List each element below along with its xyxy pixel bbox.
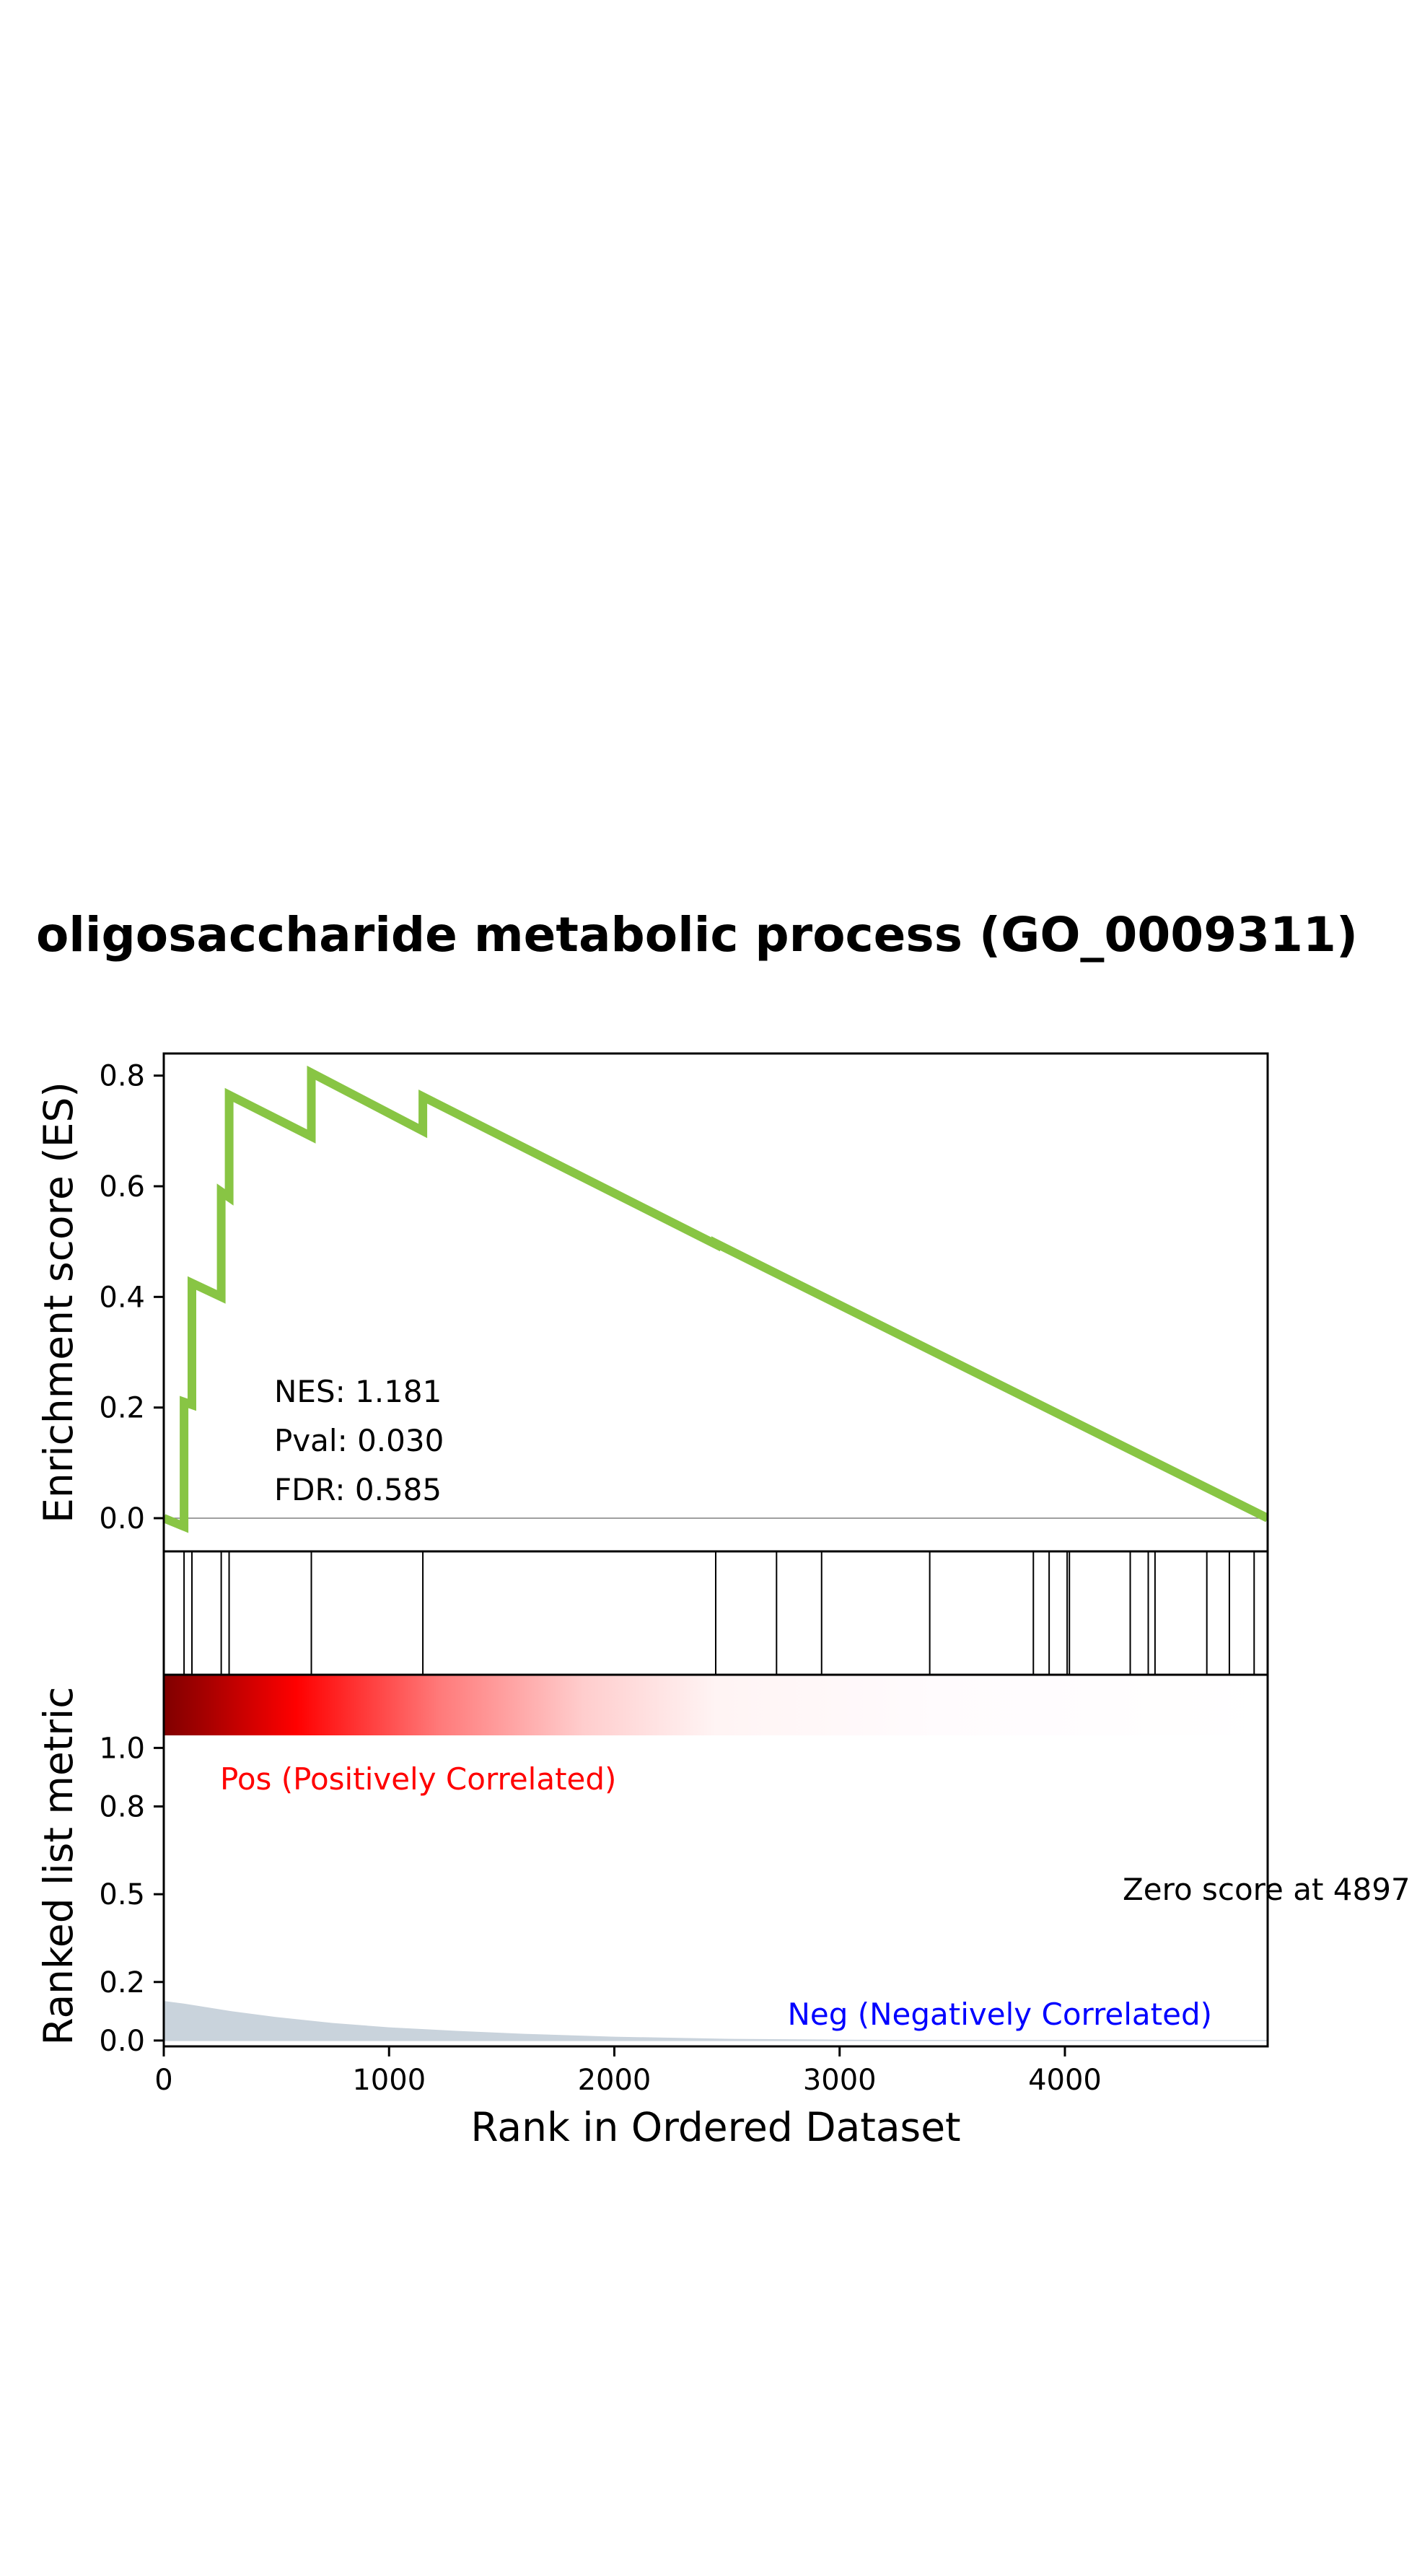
ranked-metric-panel: Pos (Positively Correlated) Neg (Negativ… bbox=[35, 1673, 1411, 2150]
rank-x-tick-label: 1000 bbox=[352, 2064, 426, 2097]
es-y-tick-label: 0.4 bbox=[99, 1281, 145, 1314]
rank-panel-frame bbox=[162, 1673, 1269, 2048]
negative-correlation-label: Neg (Negatively Correlated) bbox=[787, 1997, 1212, 2032]
rank-y-tick-label: 1.0 bbox=[99, 1732, 145, 1765]
ranked-metric-area bbox=[164, 2001, 1268, 2041]
zero-score-label: Zero score at 4897 bbox=[1123, 1872, 1411, 1907]
correlation-color-bar bbox=[164, 1675, 1268, 1735]
es-line bbox=[164, 1065, 1268, 1533]
chart-title: oligosaccharide metabolic process (GO_00… bbox=[36, 907, 1358, 963]
es-y-tick-label: 0.8 bbox=[99, 1060, 145, 1093]
rank-y-axis-label: Ranked list metric bbox=[35, 1686, 82, 2045]
rank-y-tick-label: 0.5 bbox=[99, 1878, 145, 1911]
es-y-tick-label: 0.6 bbox=[99, 1170, 145, 1204]
fdr-label: FDR: 0.585 bbox=[274, 1472, 442, 1507]
rank-y-tick-label: 0.8 bbox=[99, 1790, 145, 1823]
rank-y-tick-label: 0.0 bbox=[99, 2025, 145, 2058]
rank-x-axis-ticks: 0 1000 2000 3000 4000 bbox=[154, 2046, 1102, 2097]
gene-hits-panel bbox=[162, 1550, 1269, 1676]
hit-lines bbox=[183, 1551, 1255, 1675]
rank-y-axis-ticks: 0.0 0.2 0.5 0.8 1.0 bbox=[99, 1732, 164, 2058]
es-y-tick-label: 0.2 bbox=[99, 1392, 145, 1425]
rank-y-tick-label: 0.2 bbox=[99, 1966, 145, 1999]
rank-x-tick-label: 0 bbox=[154, 2064, 172, 2097]
es-y-tick-label: 0.0 bbox=[99, 1502, 145, 1535]
positive-correlation-label: Pos (Positively Correlated) bbox=[220, 1761, 616, 1797]
es-y-axis-ticks: 0.0 0.2 0.4 0.6 0.8 bbox=[99, 1060, 164, 1535]
rank-x-tick-label: 3000 bbox=[803, 2064, 877, 2097]
nes-label: NES: 1.181 bbox=[274, 1374, 442, 1409]
enrichment-score-panel: 0.0 0.2 0.4 0.6 0.8 Enrichment score (ES) NE… bbox=[35, 1052, 1269, 1553]
rank-x-tick-label: 2000 bbox=[578, 2064, 652, 2097]
rank-x-axis-label: Rank in Ordered Dataset bbox=[470, 2104, 960, 2150]
pval-label: Pval: 0.030 bbox=[274, 1423, 444, 1458]
es-y-axis-label: Enrichment score (ES) bbox=[35, 1082, 82, 1523]
rank-x-tick-label: 4000 bbox=[1028, 2064, 1102, 2097]
